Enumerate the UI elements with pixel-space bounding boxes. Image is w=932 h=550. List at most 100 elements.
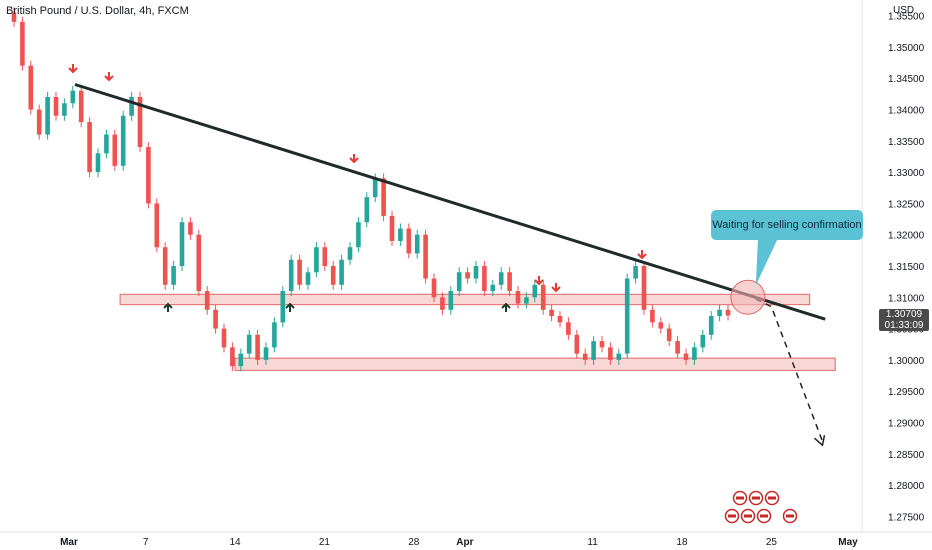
candle-body [129, 97, 134, 116]
swing-high-arrow [551, 283, 561, 293]
event-flag-icon [752, 496, 760, 500]
candle-body [473, 266, 479, 279]
candle-body [650, 309, 655, 323]
candle-body [104, 134, 109, 154]
candle-body [221, 328, 227, 348]
candle-body [347, 247, 353, 260]
time-tick-label: 7 [143, 537, 149, 548]
candle-body [179, 222, 185, 266]
candle-body [364, 197, 370, 223]
event-flag-icon [744, 514, 752, 518]
time-tick-label: May [838, 537, 858, 548]
candle-body [692, 347, 697, 360]
price-tick-label: 1.30000 [888, 356, 925, 367]
price-tick-label: 1.28500 [888, 450, 925, 461]
candle-body [339, 259, 344, 285]
currency-label: USD [893, 5, 915, 16]
event-flag-icon [786, 514, 794, 518]
callout-pointer [755, 238, 778, 286]
candle-body [440, 297, 445, 310]
candle-body [515, 291, 521, 304]
candle-body [666, 328, 672, 342]
candle-body [683, 353, 689, 360]
candle-body [624, 278, 630, 354]
support-zone [119, 293, 811, 306]
price-tick-label: 1.29000 [888, 418, 925, 429]
candle-body [230, 347, 235, 367]
candle-body [448, 291, 454, 310]
candle-body [582, 353, 588, 360]
candle-body [490, 284, 496, 292]
candle-body [549, 309, 554, 317]
candle-body [213, 309, 218, 329]
candle-body [700, 334, 706, 348]
swing-high-arrow [104, 72, 114, 82]
price-tick-label: 1.33000 [888, 168, 925, 179]
candle-body [406, 228, 412, 254]
candle-body [272, 322, 277, 348]
time-tick-label: Apr [456, 537, 473, 548]
candle-body [196, 234, 202, 292]
time-tick-label: 14 [229, 537, 241, 548]
swing-high-arrow [637, 250, 647, 260]
support-zone [234, 357, 836, 371]
candle-body [87, 122, 92, 173]
candle-body [120, 115, 126, 166]
candle-body [372, 178, 378, 198]
candle-body [204, 291, 210, 310]
trendline [74, 83, 826, 321]
candle-body [330, 266, 336, 285]
time-tick-label: 28 [408, 537, 420, 548]
time-tick-label: 11 [587, 537, 598, 548]
candle-body [255, 334, 260, 360]
candle-body [675, 341, 680, 354]
candle-body [112, 134, 118, 166]
price-tick-label: 1.35000 [888, 43, 925, 54]
candle-body [641, 266, 647, 310]
candle-body [507, 272, 512, 292]
time-tick-label: 18 [676, 537, 688, 548]
candle-body [540, 284, 546, 310]
candle-body [36, 109, 42, 135]
candle-body [465, 272, 470, 279]
candle-body [53, 97, 59, 116]
candle-body [414, 234, 420, 254]
last-price-value: 1.30709 [885, 309, 923, 320]
candle-body [381, 178, 386, 216]
candle-body [28, 65, 34, 110]
candle-body [532, 284, 538, 298]
candle-body [456, 272, 462, 292]
candle-body [246, 334, 252, 354]
candle-body [62, 103, 67, 116]
time-axis[interactable]: Mar 7 14 21 28 Apr 11 18 25 May [0, 531, 932, 548]
candle-body [389, 215, 395, 241]
candle-body [188, 222, 193, 235]
candle-body [162, 247, 168, 285]
symbol-title[interactable]: British Pound / U.S. Dollar, 4h, FXCM [6, 5, 189, 17]
projection-path [745, 293, 824, 442]
candle-body [70, 90, 76, 104]
candle-body [482, 266, 487, 292]
candle-body [524, 297, 529, 304]
price-axis[interactable]: 1.35500 1.35000 1.34500 1.34000 1.33500 1.330… [861, 0, 925, 532]
time-tick-label: Mar [60, 537, 78, 548]
candle-body [288, 259, 294, 292]
drawings[interactable] [68, 64, 826, 524]
time-tick-label: 25 [766, 537, 778, 548]
candle-body [633, 266, 638, 279]
candle-body [557, 316, 563, 323]
candle-body [95, 153, 101, 173]
callout-note[interactable]: Waiting for selling confirmation [711, 210, 863, 240]
time-tick-label: 21 [319, 537, 331, 548]
candle-body [708, 316, 714, 335]
price-tick-label: 1.32500 [888, 199, 925, 210]
candle-body [45, 97, 50, 135]
candle-body [11, 12, 17, 22]
event-flag-icon [760, 514, 768, 518]
candle-body [498, 272, 504, 285]
candle-body [280, 291, 286, 323]
breakout-circle [730, 279, 766, 315]
candle-body [154, 203, 160, 248]
price-tick-label: 1.31500 [888, 262, 925, 273]
